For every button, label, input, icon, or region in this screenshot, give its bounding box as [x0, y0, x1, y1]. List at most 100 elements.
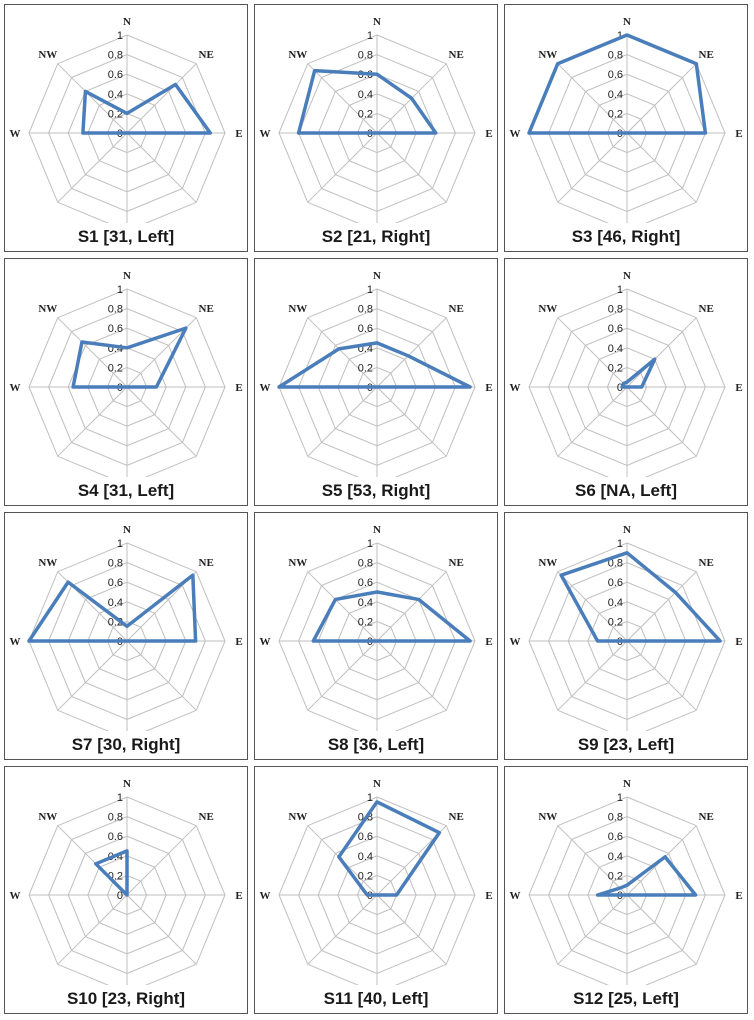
chart-title: S10 [23, Right]	[66, 989, 186, 1008]
grid-spoke	[557, 894, 628, 965]
direction-label: NE	[699, 303, 714, 315]
tick-label: 1	[117, 538, 123, 550]
direction-label: NW	[38, 49, 57, 61]
grid-spoke	[557, 132, 628, 203]
direction-label: E	[235, 636, 242, 648]
tick-label: 0.6	[608, 323, 623, 335]
chart-title: S2 [21, Right]	[321, 227, 431, 246]
direction-label: E	[235, 382, 242, 394]
direction-label: W	[510, 890, 521, 902]
tick-label: 0.6	[358, 577, 373, 589]
series-line	[595, 855, 698, 897]
grid-spoke	[307, 571, 378, 642]
grid-ring	[278, 34, 476, 223]
chart-title: S1 [31, Left]	[77, 227, 175, 246]
direction-label: N	[373, 270, 381, 282]
tick-label: 0.2	[108, 362, 123, 374]
grid-spoke	[307, 132, 378, 203]
tick-label: 0.4	[608, 89, 623, 101]
grid-spoke	[57, 386, 128, 457]
grid-ring	[278, 796, 476, 985]
grid-ring	[28, 288, 226, 477]
direction-label: NE	[699, 811, 714, 823]
direction-label: NE	[449, 557, 464, 569]
grid-spoke	[57, 640, 128, 711]
direction-label: W	[10, 890, 21, 902]
direction-label: NE	[199, 303, 214, 315]
tick-label: 0.2	[358, 616, 373, 628]
series-line	[559, 551, 722, 643]
direction-label: W	[260, 382, 271, 394]
chart-title: S5 [53, Right]	[321, 481, 431, 500]
series-line	[81, 82, 213, 135]
direction-label: N	[123, 270, 131, 282]
grid-spoke	[307, 894, 378, 965]
direction-label: NW	[288, 811, 307, 823]
tick-label: 0.8	[108, 558, 123, 570]
tick-label: 0.2	[608, 616, 623, 628]
tick-label: 0.2	[608, 108, 623, 120]
direction-label: NW	[38, 303, 57, 315]
radar-panel: 0 0.2 0.4 0.6 0.8 1 N NE E W NW S6 [NA, Left]	[504, 258, 748, 506]
direction-label: W	[260, 128, 271, 140]
chart-title: S7 [30, Right]	[71, 735, 181, 754]
direction-label: NW	[288, 557, 307, 569]
grid-spoke	[126, 63, 197, 134]
tick-label: 0.6	[608, 69, 623, 81]
chart-title: S8 [36, Left]	[327, 735, 425, 754]
grid-spoke	[626, 640, 697, 711]
direction-label: N	[623, 778, 631, 790]
grid-spoke	[626, 571, 697, 642]
tick-label: 0.8	[358, 50, 373, 62]
tick-label: 1	[617, 30, 623, 42]
grid-spoke	[57, 317, 128, 388]
direction-label: W	[510, 128, 521, 140]
tick-label: 0.8	[108, 50, 123, 62]
tick-label: 1	[367, 284, 373, 296]
direction-label: E	[735, 382, 742, 394]
radar-panel: 0 0.2 0.4 0.6 0.8 1 N NE E W NW S10 [23, Right]	[4, 766, 248, 1014]
radar-panel: 0 0.2 0.4 0.6 0.8 1 N NE E W NW S4 [31, Left]	[4, 258, 248, 506]
direction-label: N	[623, 524, 631, 536]
tick-label: 0.2	[358, 870, 373, 882]
tick-label: 1	[367, 792, 373, 804]
grid-spoke	[626, 132, 697, 203]
grid-ring	[28, 542, 226, 731]
chart-title: S12 [25, Left]	[573, 989, 679, 1008]
grid-spoke	[126, 894, 197, 965]
grid-spoke	[557, 63, 628, 134]
tick-label: 0.8	[608, 812, 623, 824]
grid-spoke	[376, 894, 447, 965]
direction-label: N	[373, 778, 381, 790]
tick-label: 0	[617, 382, 623, 394]
tick-label: 0.6	[358, 831, 373, 843]
radar-panel: 0 0.2 0.4 0.6 0.8 1 N NE E W NW S9 [23, Left]	[504, 512, 748, 760]
radar-panel: 0 0.2 0.4 0.6 0.8 1 N NE E W NW S11 [40, Left]	[254, 766, 498, 1014]
radar-panel: 0 0.2 0.4 0.6 0.8 1 N NE E W NW S3 [46, Right]	[504, 4, 748, 252]
direction-label: NE	[699, 557, 714, 569]
grid-ring	[528, 796, 726, 985]
tick-label: 0.8	[358, 304, 373, 316]
radar-panel: 0 0.2 0.4 0.6 0.8 1 N NE E W NW S12 [25, Left]	[504, 766, 748, 1014]
direction-label: E	[235, 128, 242, 140]
tick-label: 0.4	[358, 597, 373, 609]
tick-label: 0.2	[108, 108, 123, 120]
direction-label: NW	[538, 49, 557, 61]
tick-label: 0.6	[108, 323, 123, 335]
grid-ring	[278, 542, 476, 731]
direction-label: NW	[288, 303, 307, 315]
grid-spoke	[307, 640, 378, 711]
chart-title: S11 [40, Left]	[323, 989, 429, 1008]
direction-label: W	[260, 890, 271, 902]
series-line	[27, 573, 198, 643]
tick-label: 1	[117, 792, 123, 804]
tick-label: 0.2	[358, 108, 373, 120]
tick-label: 0.6	[108, 577, 123, 589]
direction-label: E	[735, 636, 742, 648]
grid-spoke	[57, 894, 128, 965]
tick-label: 0.8	[108, 304, 123, 316]
tick-label: 0.6	[358, 323, 373, 335]
